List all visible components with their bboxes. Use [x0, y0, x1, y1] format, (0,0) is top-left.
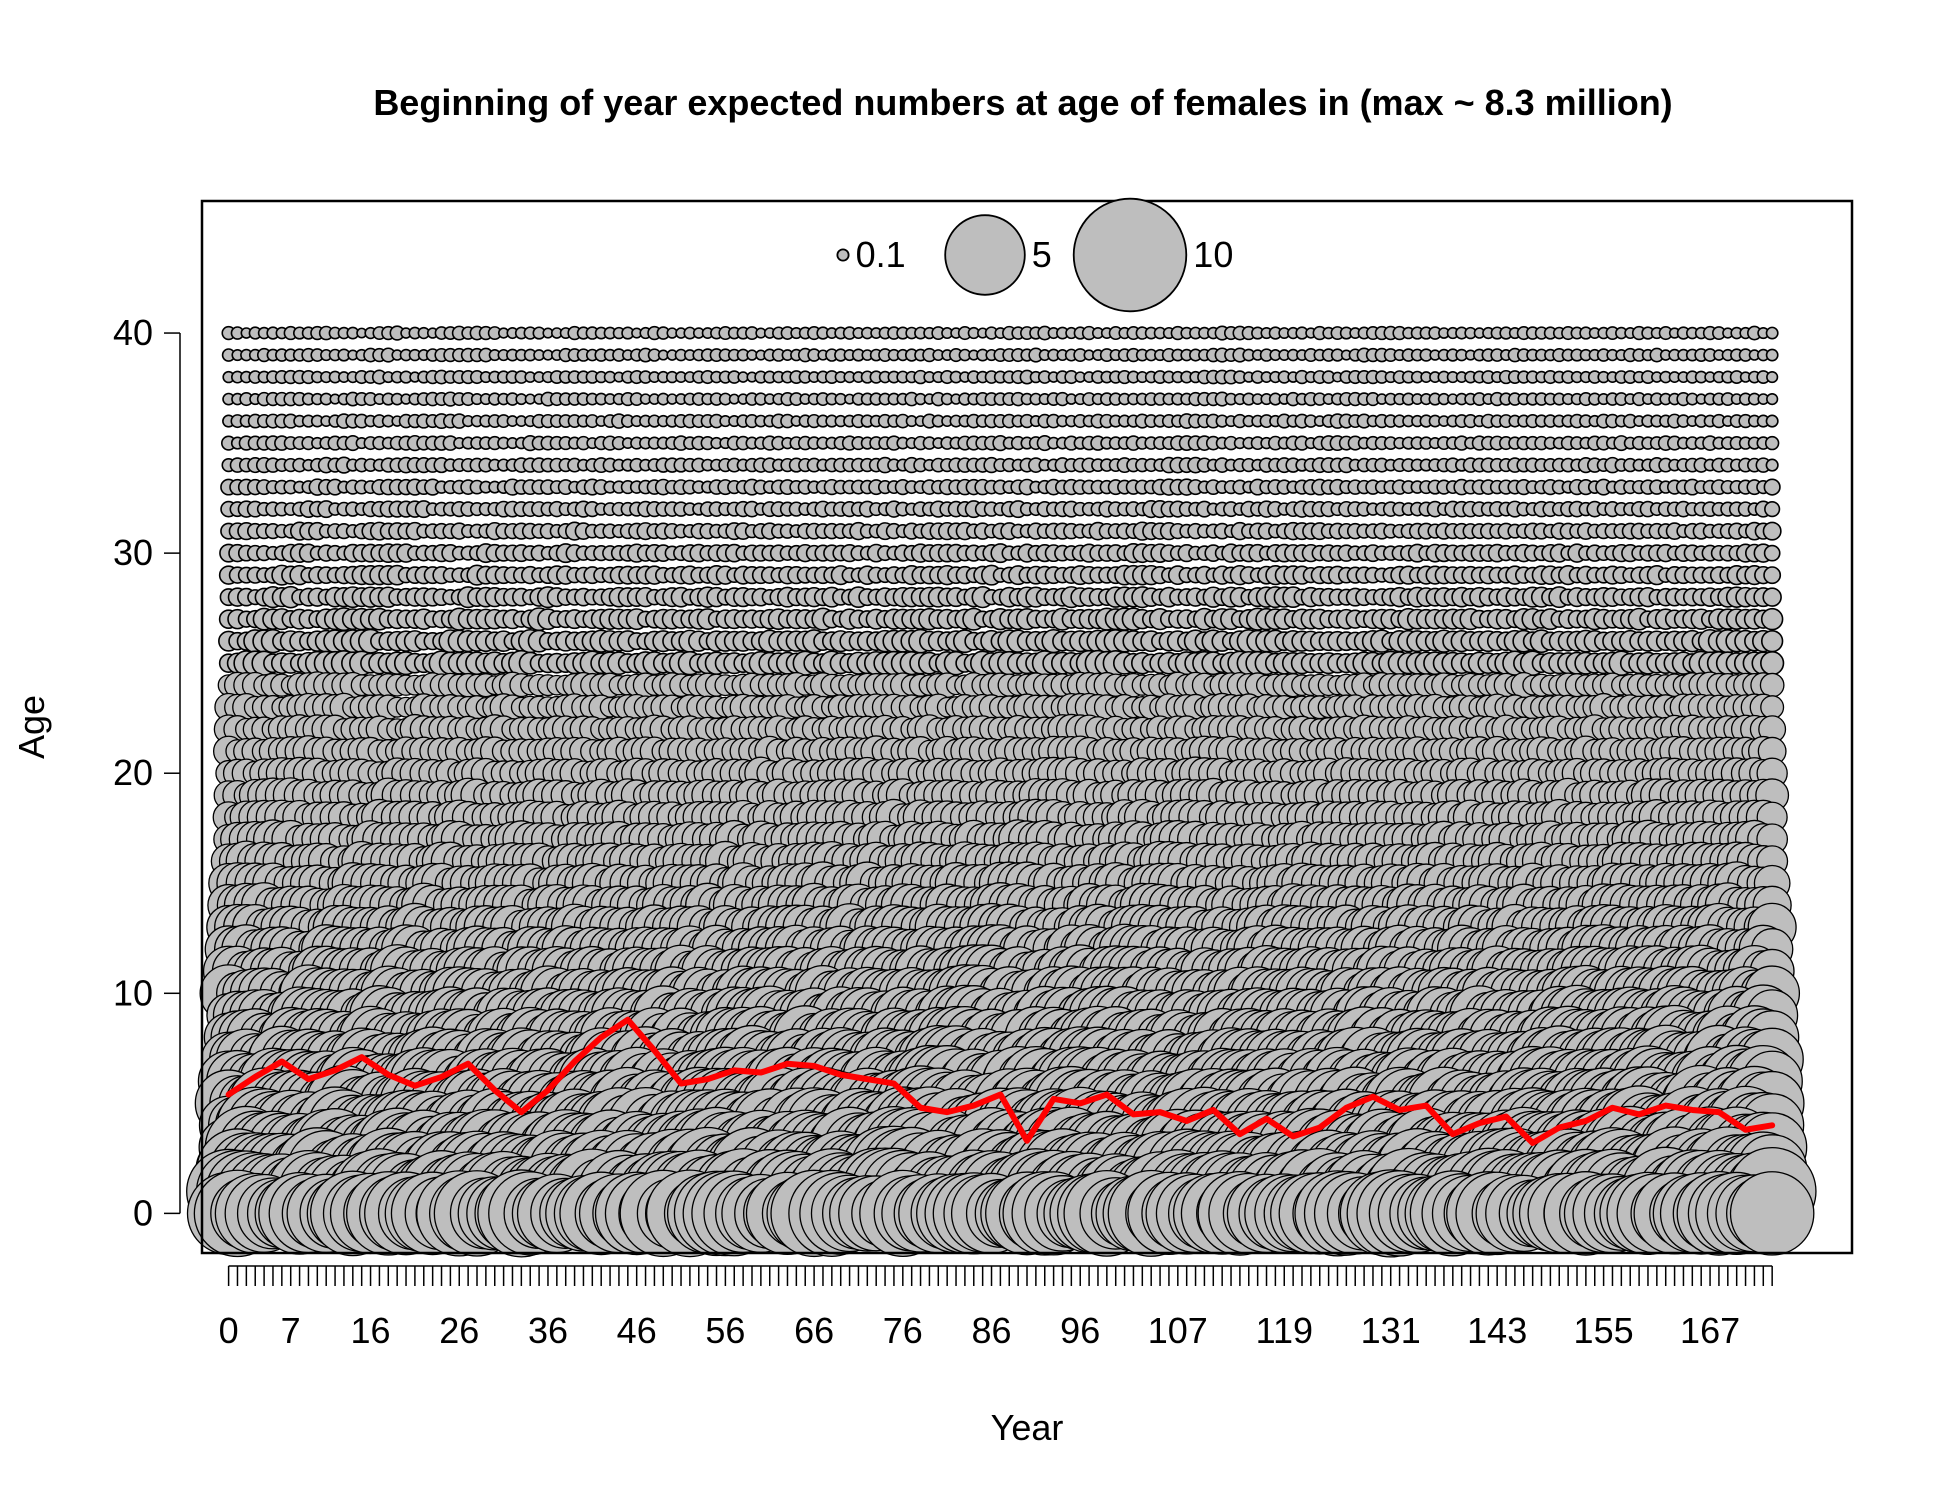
bubble-point — [1764, 435, 1780, 451]
bubbles-layer — [186, 325, 1817, 1258]
bubble-point — [1760, 607, 1784, 631]
bubble-point — [1760, 651, 1785, 676]
bubble-point — [1760, 695, 1785, 720]
bubble-point — [1764, 501, 1781, 518]
bubble-point — [1760, 629, 1784, 653]
bubble-point — [1765, 326, 1779, 340]
bubble-point — [1765, 414, 1779, 428]
bubble-point — [1763, 544, 1781, 562]
bubble-point — [1759, 672, 1785, 698]
bubble-point — [1762, 587, 1782, 607]
bubble-point — [1765, 458, 1779, 472]
bubble-point — [1763, 478, 1781, 496]
bubble-point — [1762, 521, 1782, 541]
chart-title: Beginning of year expected numbers at ag… — [373, 82, 1672, 123]
bubble-point — [1766, 370, 1779, 384]
bubble-point — [1766, 392, 1779, 406]
bubble-point — [1763, 566, 1782, 585]
bubble-point — [1765, 348, 1779, 362]
